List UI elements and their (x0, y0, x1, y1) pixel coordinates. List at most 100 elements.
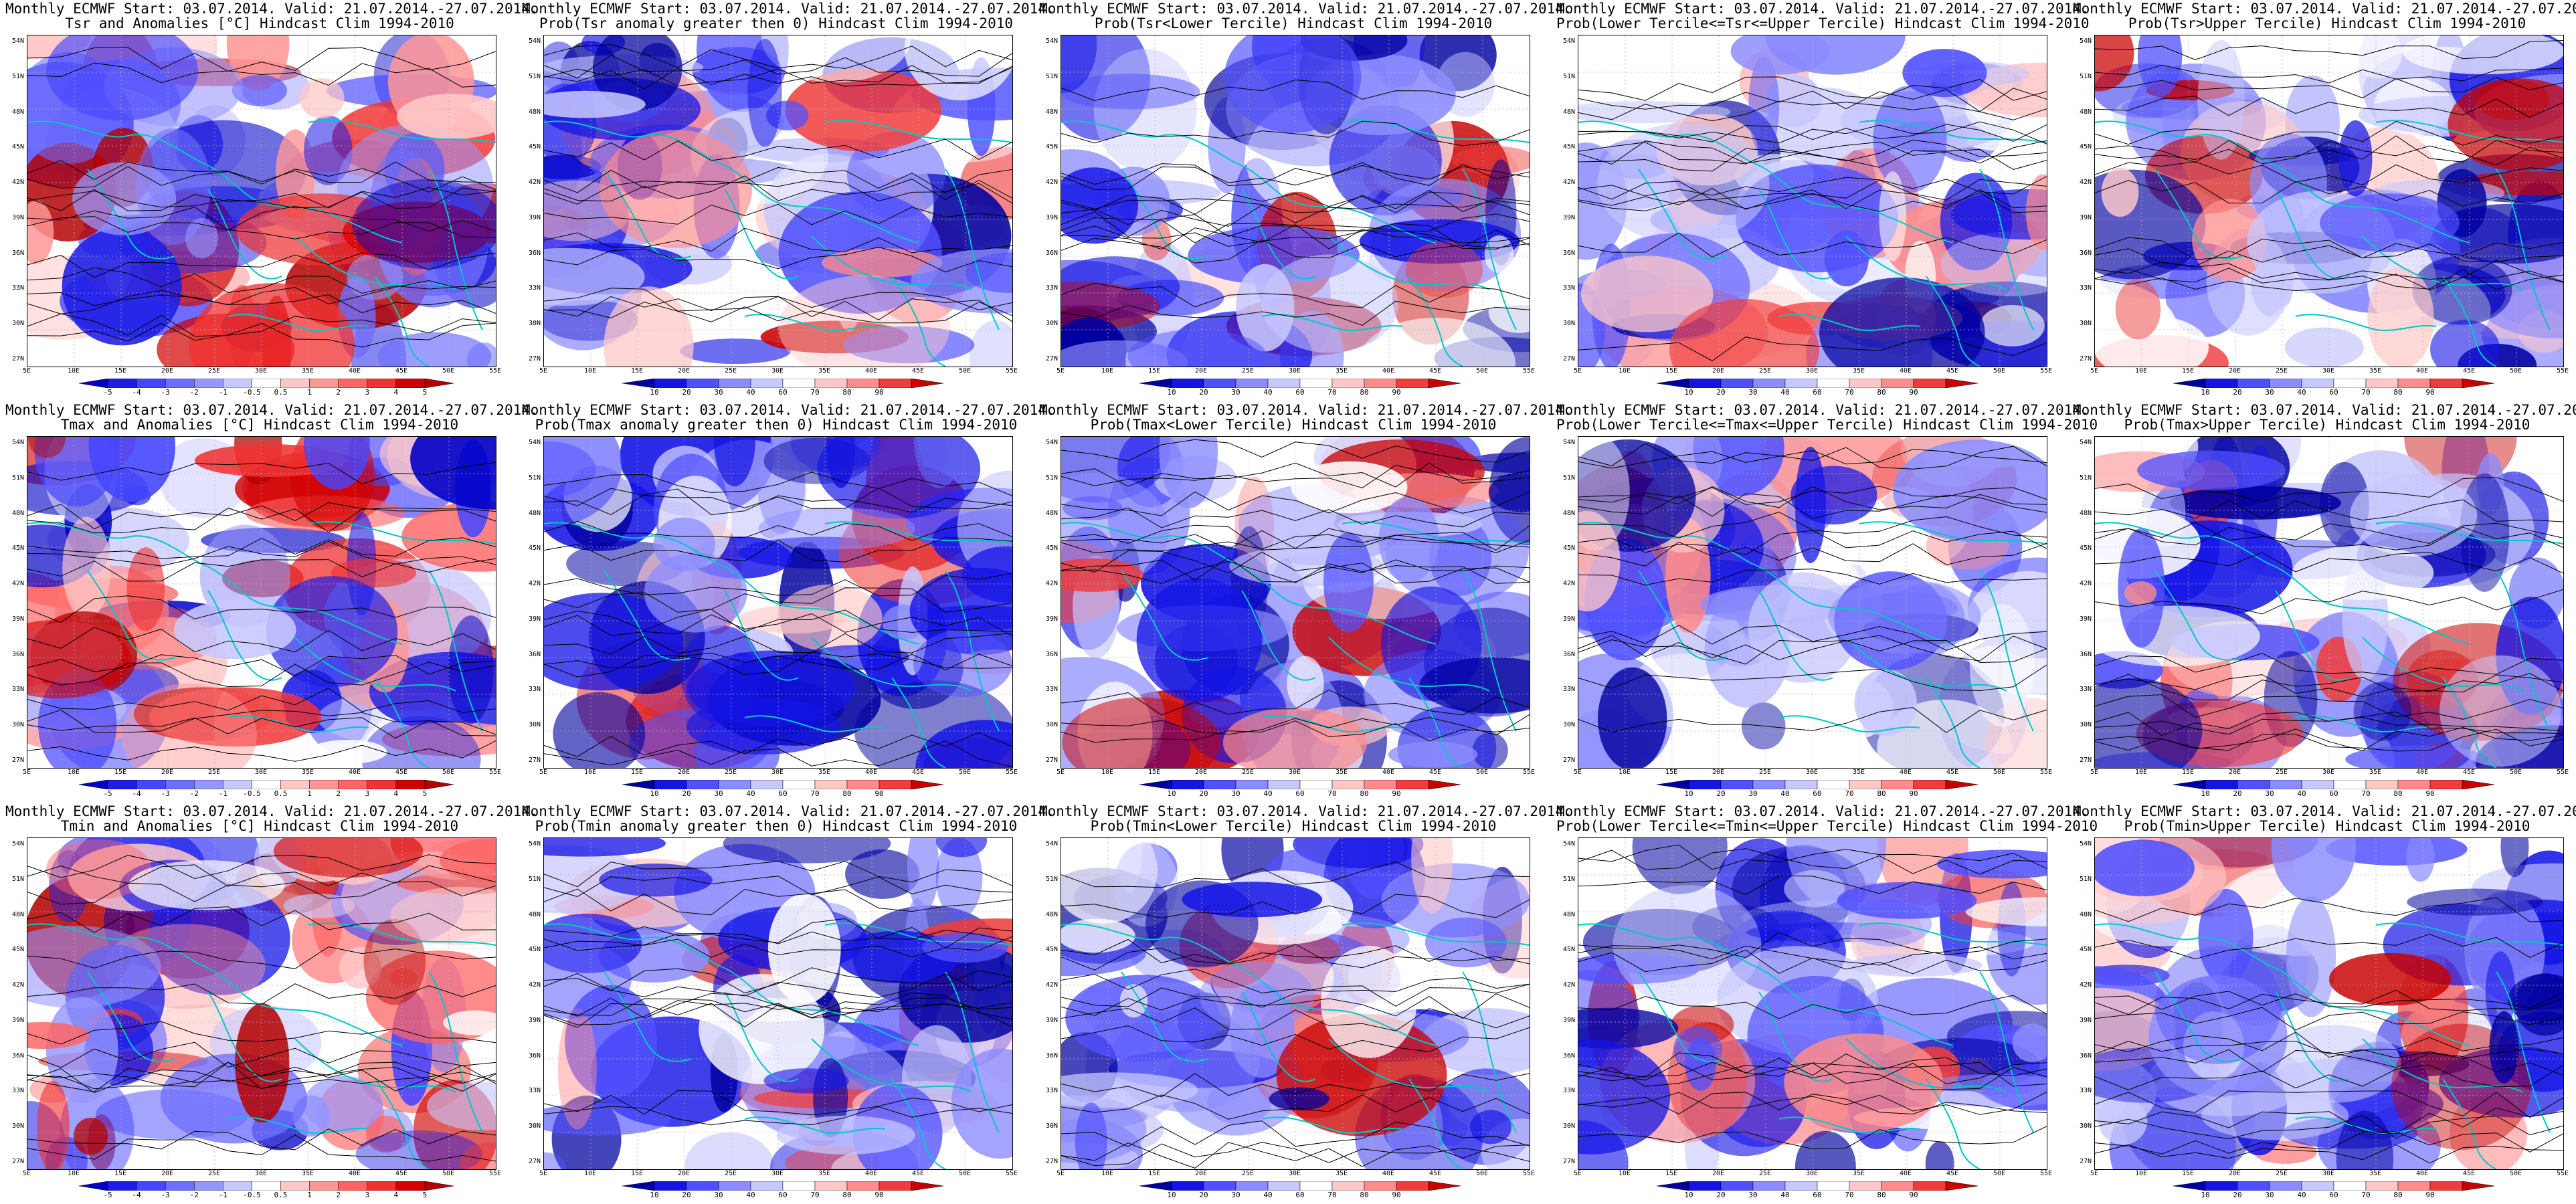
colorbar-segment (309, 779, 339, 790)
colorbar-label: 20 (2233, 1191, 2242, 1199)
isotherm-contour (1061, 165, 1530, 190)
isotherm-contour (1061, 1094, 1530, 1120)
colorbar-segment (1720, 779, 1754, 790)
panel-title-line2: Prob(Lower Tercile<=Tmax<=Upper Tercile)… (1556, 417, 2098, 433)
colorbar-segment (1720, 1181, 1754, 1191)
colorbar-segment (1331, 1181, 1365, 1191)
isotherm-contour (27, 313, 496, 337)
colorbar-label: 30 (1231, 789, 1240, 798)
isotherm-contour (27, 1134, 496, 1162)
lon-tick-label: 15E (1147, 1170, 1161, 1177)
isotherm-contour (1578, 188, 2047, 213)
lon-tick-label: 25E (1241, 367, 1255, 375)
colorbar-segment (1299, 779, 1333, 790)
isotherm-contour (544, 997, 1012, 1018)
lon-tick-label: 40E (348, 367, 361, 375)
lat-tick-label: 27N (1562, 355, 1575, 363)
lat-tick-label: 48N (11, 509, 24, 517)
field-blob (121, 683, 257, 768)
isotherm-contour (27, 906, 496, 933)
coastline (744, 314, 886, 331)
lat-tick-label: 27N (2079, 355, 2092, 363)
lon-tick-label: 40E (2415, 769, 2429, 776)
lon-tick-label: 50E (1475, 1170, 1489, 1177)
isotherm-contour (27, 1021, 496, 1045)
field-blob (1969, 603, 2035, 727)
lon-tick-label: 10E (1101, 367, 1114, 375)
isotherm-contour (544, 926, 1012, 951)
field-blob (1578, 1039, 1671, 1155)
isotherm-contour (2095, 991, 2563, 1010)
lon-tick-label: 45E (1946, 367, 1959, 375)
colorbar-segment (1396, 779, 1429, 790)
lon-tick-label: 55E (488, 367, 502, 375)
panel-title: Monthly ECMWF Start: 03.07.2014. Valid: … (1039, 1, 1572, 31)
colorbar-segment (1428, 378, 1461, 389)
colorbar-segment (1331, 779, 1365, 790)
colorbar-segment (194, 779, 223, 790)
colorbar-segment (1849, 378, 1882, 389)
coastline (2154, 971, 2243, 1062)
map-panel: Monthly ECMWF Start: 03.07.2014. Valid: … (1039, 803, 1572, 1204)
coastline (2275, 189, 2350, 280)
lat-tick-label: 33N (11, 284, 24, 292)
colorbar-label: 60 (1295, 1191, 1305, 1199)
colorbar-label: 40 (746, 388, 755, 397)
coastline (1241, 991, 1316, 1082)
isotherm-contour (1578, 140, 2047, 165)
colorbar-label: 60 (778, 789, 788, 798)
lon-tick-label: 5E (539, 769, 548, 776)
colorbar-segment (252, 779, 281, 790)
lon-tick-label: 15E (2181, 1170, 2195, 1177)
isotherm-contour (2095, 1049, 2563, 1076)
field-blob (1578, 1007, 1679, 1049)
lon-tick-label: 35E (1335, 769, 1348, 776)
colorbar-label: 10 (1167, 789, 1176, 798)
isotherm-contour (1061, 524, 1530, 551)
lon-tick-label: 20E (2228, 1170, 2241, 1177)
colorbar-label: -4 (132, 1191, 141, 1199)
field-blob (723, 838, 891, 864)
colorbar-label: 70 (1327, 388, 1337, 397)
coastline (1462, 570, 1517, 732)
colorbar-segment (280, 1181, 310, 1191)
colorbar-segment (2237, 1181, 2270, 1191)
coastline (2362, 235, 2524, 290)
colorbar-segment (1203, 779, 1236, 790)
colorbar-segment (2462, 378, 2495, 389)
colorbar-segment (136, 779, 166, 790)
isotherm-contour (27, 558, 496, 582)
colorbar-label: 5 (422, 388, 428, 397)
field-blob (2271, 838, 2357, 902)
field-blob (1828, 579, 1981, 654)
isotherm-contour (27, 627, 496, 653)
lat-tick-label: 54N (2079, 439, 2092, 446)
field-blob (1321, 946, 1417, 1058)
lat-tick-label: 45N (11, 143, 24, 151)
lon-tick-label: 10E (67, 1170, 80, 1177)
colorbar-segment (1267, 378, 1301, 389)
colorbar-label: -1 (218, 388, 227, 397)
isotherm-contour (1061, 189, 1530, 213)
field-blob (2407, 888, 2543, 916)
colorbar-segment (309, 378, 339, 389)
map-panel: Monthly ECMWF Start: 03.07.2014. Valid: … (5, 0, 539, 401)
coastline (1778, 1116, 1920, 1134)
field-blob (347, 254, 403, 300)
isotherm-contour (1578, 493, 2047, 519)
lat-tick-label: 33N (11, 686, 24, 694)
isotherm-contour (1061, 491, 1530, 516)
lon-tick-label: 35E (2369, 367, 2382, 375)
colorbar-segment (1881, 1181, 1914, 1191)
field-blob (1470, 1110, 1511, 1144)
isotherm-contour (27, 290, 496, 314)
field-blob (1411, 838, 1453, 914)
colorbar-segment (2237, 779, 2270, 790)
coastline (1328, 235, 1490, 290)
lon-tick-label: 40E (348, 769, 361, 776)
isotherm-contour (544, 652, 1012, 671)
lon-tick-label: 35E (818, 1170, 831, 1177)
colorbar-segment (78, 1181, 108, 1191)
isotherm-contour (27, 280, 496, 306)
colorbar-label: 40 (746, 789, 755, 798)
